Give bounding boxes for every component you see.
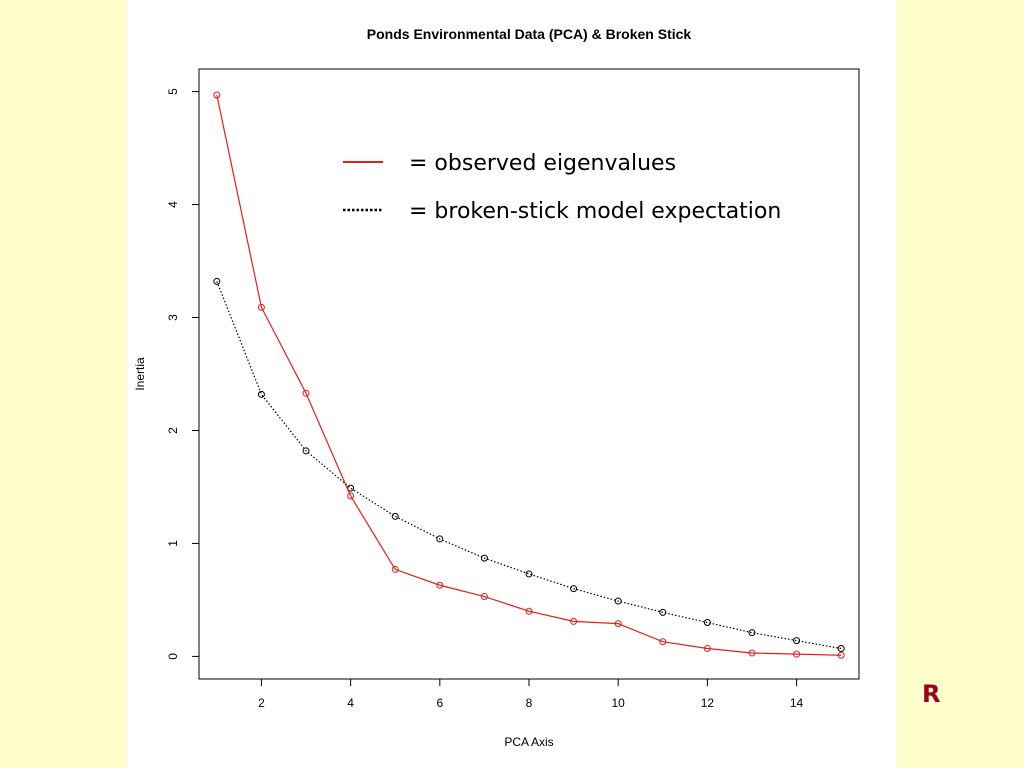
slide-panel: Ponds Environmental Data (PCA) & Broken … [127, 0, 896, 768]
data-point-broken-stick [793, 637, 801, 645]
corner-letter: R [922, 680, 941, 708]
data-point-broken-stick [302, 447, 310, 455]
x-axis: 2 4 6 8 10 12 14 [258, 678, 804, 710]
x-axis-label: PCA Axis [504, 735, 553, 749]
data-point-observed [213, 91, 221, 99]
data-point-observed [436, 581, 444, 589]
y-tick-label: 5 [166, 88, 180, 95]
y-axis: 0 1 2 3 4 5 [166, 88, 200, 660]
data-point-broken-stick [436, 535, 444, 543]
data-point-observed [837, 651, 845, 659]
data-point-broken-stick [614, 597, 622, 605]
data-point-broken-stick [257, 390, 265, 398]
x-tick-label: 14 [790, 696, 804, 710]
data-point-broken-stick [837, 645, 845, 652]
data-point-observed [748, 649, 756, 657]
series-layer [213, 91, 845, 659]
x-tick-label: 4 [347, 696, 354, 710]
data-point-observed [480, 593, 488, 601]
data-point-observed [703, 645, 711, 652]
data-point-broken-stick [703, 619, 711, 627]
data-point-broken-stick [480, 554, 488, 562]
data-point-observed [570, 617, 578, 625]
x-tick-label: 10 [612, 696, 626, 710]
legend-label-broken-stick: = broken-stick model expectation [409, 199, 781, 224]
chart: Ponds Environmental Data (PCA) & Broken … [133, 26, 860, 749]
x-tick-label: 12 [701, 696, 715, 710]
legend: = observed eigenvalues = broken-stick mo… [343, 151, 781, 224]
data-point-observed [257, 303, 265, 311]
y-tick-label: 1 [166, 540, 180, 547]
y-axis-label: Inertia [133, 357, 147, 391]
x-tick-label: 8 [526, 696, 533, 710]
data-point-broken-stick [748, 629, 756, 637]
data-point-observed [347, 492, 355, 500]
x-tick-label: 2 [258, 696, 265, 710]
data-point-broken-stick [391, 512, 399, 520]
chart-title: Ponds Environmental Data (PCA) & Broken … [367, 26, 692, 42]
x-tick-label: 6 [436, 696, 443, 710]
y-tick-label: 3 [166, 314, 180, 321]
y-tick-label: 4 [166, 201, 180, 208]
y-tick-label: 2 [166, 427, 180, 434]
data-point-observed [391, 565, 399, 573]
series-line-broken-stick [216, 281, 842, 650]
series-line-observed [216, 94, 842, 656]
data-point-observed [659, 638, 667, 646]
data-point-broken-stick [525, 570, 533, 578]
data-point-observed [614, 620, 622, 628]
y-tick-label: 0 [166, 653, 180, 660]
data-point-observed [525, 607, 533, 615]
legend-label-observed: = observed eigenvalues [409, 151, 676, 176]
data-point-broken-stick [570, 585, 578, 593]
data-point-observed [302, 389, 310, 397]
data-point-observed [793, 650, 801, 658]
data-point-broken-stick [213, 277, 221, 285]
data-point-broken-stick [659, 608, 667, 616]
